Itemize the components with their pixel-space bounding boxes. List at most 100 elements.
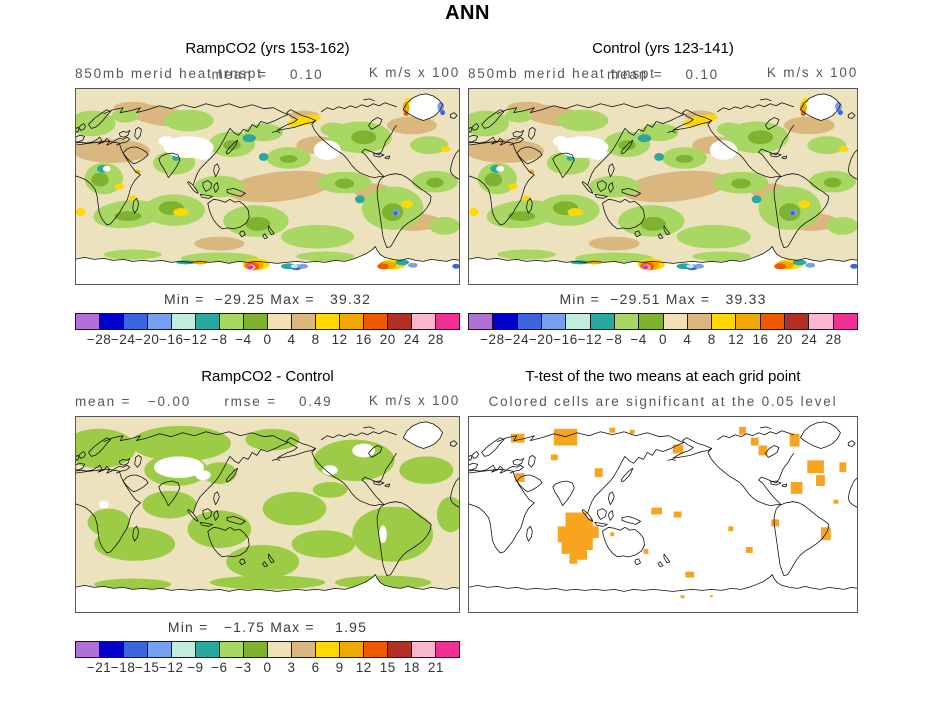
colorbar-segment [363,641,388,658]
colorbar-tick-label: −24 [110,332,136,347]
colorbar-segment [411,313,436,330]
units-label: K m/s x 100 [368,393,460,408]
colorbar-tick-label: 12 [728,332,745,347]
colorbar-segment [267,313,292,330]
minmax-label: Min = −29.25 Max = 39.32 [163,291,372,307]
colorbar-bar [75,641,460,658]
colorbar-segment [808,313,834,330]
mean-label: mean = 0.10 [607,67,719,82]
colorbar-segment [784,313,810,330]
colorbar-tick-label: −4 [235,332,252,347]
colorbar-segment [516,313,542,330]
colorbar-tick-label: 28 [427,332,444,347]
colorbar-tick-label: −21 [86,660,112,675]
colorbar-segment [291,641,316,658]
significance-subtitle: Colored cells are significant at the 0.0… [488,394,838,409]
colorbar-tick-label: −28 [86,332,112,347]
colorbar-tick-label: 16 [355,332,372,347]
colorbar-tick-label: 24 [403,332,420,347]
mean-label: mean = 0.10 [211,67,324,82]
panel-title: T-test of the two means at each grid poi… [525,368,801,385]
colorbar-segment [468,313,494,330]
world-map-difference [75,416,460,613]
colorbar-segment [243,641,268,658]
colorbar-segment [75,641,100,658]
colorbar-tick-label: 6 [311,660,320,675]
minmax-label: Min = −1.75 Max = 1.95 [167,619,368,635]
colorbar: −21 −18 −15 −12 −9 −6 −3 0 3 6 9 12 15 18 21 [75,641,460,679]
colorbar-tick-label: 8 [707,332,716,347]
colorbar-segment [99,313,124,330]
colorbar-bar [75,313,460,330]
colorbar-tick-label: −18 [110,660,136,675]
colorbar-tick-label: −8 [606,332,623,347]
world-map-ttest [468,416,858,613]
colorbar-segment [123,641,148,658]
colorbar-segment [171,313,196,330]
colorbar-segment [195,313,220,330]
panel-title: RampCO2 - Control [201,368,334,385]
colorbar-segment [339,313,364,330]
variable-label: 850mb merid heat trnspt [75,66,263,81]
colorbar-tick-label: 4 [683,332,692,347]
colorbar-segment [540,313,567,330]
colorbar-segment [387,313,412,330]
colorbar-tick-label: −12 [577,332,603,347]
colorbar-segment [123,313,148,330]
colorbar-segment [565,313,591,330]
units-label: K m/s x 100 [766,65,858,80]
colorbar-segment [735,313,761,330]
panel-difference: RampCO2 - Control mean = −0.00 rmse = 0.… [75,366,460,679]
colorbar-segment [832,313,858,330]
colorbar-tick-label: 20 [776,332,793,347]
panel-subtitle-row: 850mb merid heat trnspt mean = 0.10 K m/… [75,62,460,88]
colorbar-tick-label: 18 [403,660,420,675]
colorbar-tick-label: 21 [427,660,444,675]
colorbar-segment [759,313,786,330]
colorbar-segment [711,313,737,330]
panel-rampco2: RampCO2 (yrs 153-162) 850mb merid heat t… [75,38,460,351]
colorbar-segment [315,313,340,330]
figure-title: ANN [445,2,490,24]
colorbar-segment [435,313,460,330]
colorbar-tick-label: 12 [331,332,348,347]
colorbar-tick-label: 8 [311,332,320,347]
colorbar-segment [638,313,664,330]
colorbar-tick-label: 28 [825,332,842,347]
panel-subtitle-row: mean = −0.00 rmse = 0.49 K m/s x 100 [75,390,460,416]
colorbar-segment [99,641,124,658]
colorbar-segment [171,641,196,658]
colorbar-segment [195,641,220,658]
colorbar-tick-label: 0 [263,332,272,347]
colorbar-tick-label: −12 [183,332,208,347]
panel-control: Control (yrs 123-141) 850mb merid heat t… [468,38,858,351]
world-map-control [468,88,858,285]
colorbar-ticks: −28 −24 −20 −16 −12 −8 −4 0 4 8 12 16 20 24 28 [468,332,858,351]
panel-subtitle-row: 850mb merid heat trnspt mean = 0.10 K m/… [468,62,858,88]
colorbar-segment [363,313,388,330]
colorbar-segment [147,641,172,658]
units-label: K m/s x 100 [368,65,460,80]
panel-title: RampCO2 (yrs 153-162) [185,40,350,57]
colorbar-tick-label: −6 [211,660,228,675]
colorbar-segment [435,641,460,658]
colorbar-ticks: −21 −18 −15 −12 −9 −6 −3 0 3 6 9 12 15 18 21 [75,660,460,679]
variable-label: 850mb merid heat trnspt [468,66,656,81]
colorbar-tick-label: 20 [379,332,396,347]
colorbar-segment [662,313,688,330]
panel-ttest: T-test of the two means at each grid poi… [468,366,858,613]
colorbar-segment [387,641,412,658]
minmax-label: Min = −29.51 Max = 39.33 [559,291,767,307]
colorbar-tick-label: 0 [658,332,668,347]
colorbar-tick-label: −15 [134,660,160,675]
colorbar-segment [686,313,713,330]
colorbar-tick-label: −24 [504,332,529,347]
colorbar-tick-label: −20 [528,332,554,347]
colorbar-segment [147,313,172,330]
colorbar-tick-label: −28 [480,332,505,347]
colorbar-tick-label: 16 [752,332,769,347]
colorbar-segment [291,313,316,330]
colorbar-tick-label: 15 [379,660,396,675]
colorbar-tick-label: 12 [355,660,372,675]
colorbar-segment [243,313,268,330]
